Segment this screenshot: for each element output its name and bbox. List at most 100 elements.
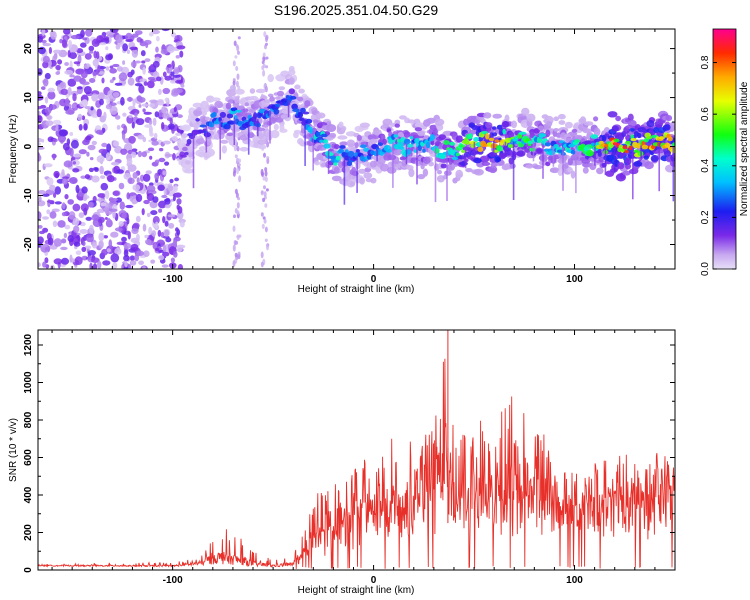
heatmap-cell — [122, 43, 128, 52]
heatmap-cell — [152, 71, 160, 79]
heatmap-cell — [422, 156, 431, 164]
spectrogram-xlabel: Height of straight line (km) — [298, 284, 415, 295]
heatmap-cell — [533, 128, 540, 134]
heatmap-cell — [477, 146, 484, 152]
heatmap-cell — [99, 98, 104, 106]
heatmap-cell — [264, 226, 268, 233]
heatmap-cell — [174, 192, 183, 198]
heatmap-cell — [158, 88, 162, 95]
heatmap-cell — [593, 127, 601, 137]
heatmap-cell — [62, 176, 70, 180]
heatmap-cell — [238, 163, 241, 167]
heatmap-cell — [64, 62, 69, 66]
heatmap-cell — [72, 93, 77, 102]
heatmap-cell — [355, 149, 360, 153]
heatmap-cell — [473, 157, 482, 164]
heatmap-cell — [199, 137, 204, 143]
heatmap-cell — [337, 135, 348, 140]
heatmap-cell — [607, 111, 618, 118]
heatmap-cell — [60, 246, 68, 251]
heatmap-cell — [44, 96, 49, 104]
heatmap-cell — [164, 204, 171, 209]
heatmap-cell — [143, 111, 152, 115]
heatmap-cell — [182, 146, 188, 152]
heatmap-cell — [131, 200, 137, 205]
heatmap-cell — [650, 154, 659, 163]
heatmap-cell — [180, 83, 185, 88]
heatmap-cell — [169, 118, 173, 125]
heatmap-cell — [542, 143, 544, 179]
heatmap-cell — [83, 123, 88, 131]
heatmap-cell — [264, 170, 268, 177]
heatmap-cell — [137, 150, 142, 158]
heatmap-cell — [158, 254, 165, 261]
heatmap-cell — [255, 88, 266, 94]
heatmap-cell — [168, 123, 175, 130]
heatmap-cell — [574, 139, 581, 143]
heatmap-cell — [667, 136, 673, 142]
heatmap-cell — [558, 113, 566, 120]
y-tick-label: -10 — [23, 188, 34, 203]
heatmap-cell — [632, 146, 634, 200]
heatmap-cell — [160, 231, 165, 238]
heatmap-cell — [103, 235, 108, 239]
heatmap-cell — [444, 170, 452, 176]
heatmap-cell — [604, 146, 607, 176]
heatmap-cell — [146, 212, 151, 218]
heatmap-cell — [61, 202, 66, 210]
heatmap-cell — [262, 176, 266, 181]
heatmap-cell — [280, 114, 289, 120]
heatmap-cell — [81, 246, 87, 252]
heatmap-cell — [261, 223, 265, 229]
heatmap-cell — [488, 165, 498, 174]
heatmap-cell — [344, 149, 349, 153]
heatmap-cell — [79, 229, 88, 234]
heatmap-cell — [319, 139, 324, 143]
heatmap-cell — [60, 257, 70, 265]
heatmap-cell — [38, 46, 46, 55]
heatmap-cell — [387, 154, 397, 161]
heatmap-cell — [491, 132, 498, 137]
heatmap-cell — [333, 162, 338, 166]
heatmap-cell — [234, 154, 238, 159]
x-tick-label: 0 — [371, 274, 377, 285]
heatmap-cell — [142, 223, 147, 232]
heatmap-cell — [165, 237, 172, 243]
heatmap-cell — [557, 169, 564, 176]
heatmap-cell — [504, 141, 507, 155]
heatmap-cell — [140, 50, 146, 57]
heatmap-cell — [42, 61, 49, 69]
heatmap-cell — [512, 141, 515, 200]
heatmap-cell — [38, 137, 43, 143]
heatmap-cell — [145, 42, 149, 49]
heatmap-cell — [586, 149, 594, 157]
heatmap-cell — [360, 144, 367, 149]
heatmap-cell — [162, 87, 171, 95]
heatmap-cell — [38, 225, 43, 229]
y-tick-label: -20 — [23, 237, 34, 252]
heatmap-cell — [613, 138, 620, 143]
heatmap-cell — [127, 264, 132, 269]
heatmap-cell — [135, 215, 141, 223]
heatmap-cell — [288, 69, 296, 76]
heatmap-cell — [99, 42, 107, 46]
heatmap-cell — [168, 222, 175, 229]
heatmap-cell — [129, 260, 137, 266]
heatmap-cell — [81, 255, 88, 261]
heatmap-cell — [339, 141, 349, 146]
heatmap-cell — [237, 254, 241, 260]
heatmap-cell — [624, 150, 629, 153]
heatmap-cell — [227, 120, 236, 125]
heatmap-cell — [136, 177, 140, 184]
heatmap-cell — [236, 167, 239, 175]
heatmap-cell — [121, 236, 127, 242]
heatmap-cell — [199, 124, 207, 128]
heatmap-cell — [41, 86, 46, 90]
heatmap-cell — [624, 157, 632, 165]
heatmap-cell — [235, 240, 239, 245]
heatmap-cell — [176, 114, 183, 119]
heatmap-cell — [233, 117, 236, 145]
heatmap-cell — [529, 147, 536, 152]
heatmap-cell — [116, 125, 121, 130]
